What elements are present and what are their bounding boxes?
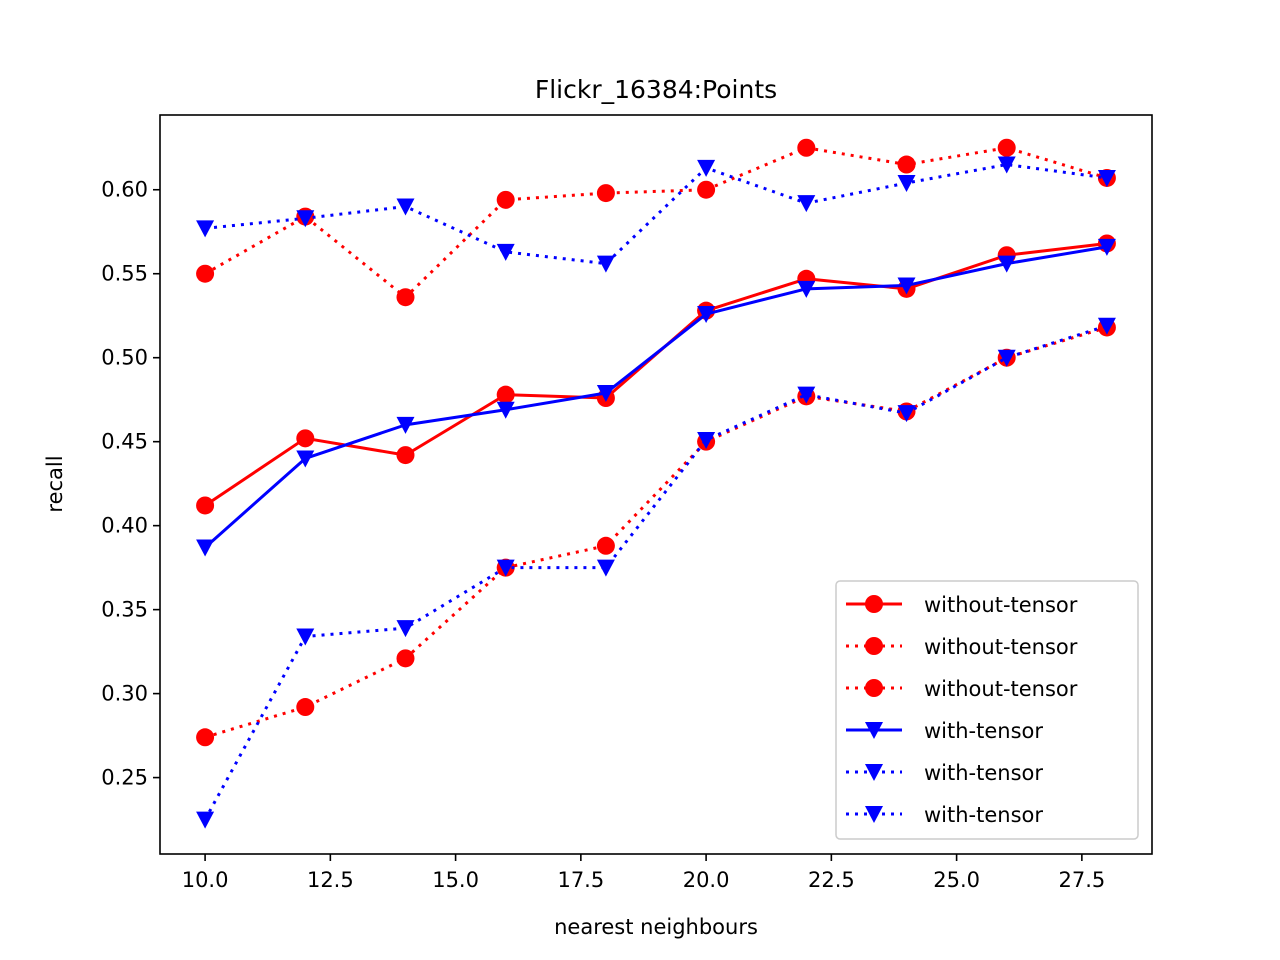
x-axis-label: nearest neighbours bbox=[554, 915, 758, 939]
x-tick-label: 25.0 bbox=[933, 868, 980, 892]
data-point bbox=[697, 180, 716, 199]
legend: without-tensor without-tensor without-tens… bbox=[835, 580, 1139, 840]
plot-area bbox=[196, 138, 1116, 829]
y-tick-label: 0.50 bbox=[101, 346, 148, 370]
data-point bbox=[797, 280, 816, 298]
data-point bbox=[396, 416, 415, 434]
data-point bbox=[296, 429, 315, 448]
series-5-with-tensor bbox=[196, 156, 1116, 273]
data-point bbox=[897, 155, 916, 174]
y-tick-label: 0.55 bbox=[101, 262, 148, 286]
legend-item-2: without-tensor bbox=[846, 635, 1078, 659]
data-point bbox=[1097, 317, 1116, 335]
legend-item-4: with-tensor bbox=[846, 719, 1043, 743]
y-tick-label: 0.60 bbox=[101, 178, 148, 202]
data-point bbox=[196, 220, 215, 238]
data-point bbox=[296, 628, 315, 646]
data-point bbox=[596, 184, 615, 203]
data-point bbox=[496, 190, 515, 209]
legend-marker bbox=[865, 595, 883, 613]
data-point bbox=[897, 405, 916, 423]
data-point bbox=[797, 138, 816, 157]
data-point bbox=[897, 175, 916, 193]
data-point bbox=[997, 255, 1016, 273]
data-point bbox=[196, 496, 215, 515]
data-point bbox=[196, 728, 215, 747]
y-axis-label: recall bbox=[43, 455, 67, 512]
data-point bbox=[1097, 238, 1116, 256]
data-point bbox=[997, 138, 1016, 157]
data-point bbox=[596, 255, 615, 273]
legend-item-1: without-tensor bbox=[846, 593, 1078, 617]
data-point bbox=[897, 277, 916, 295]
legend-marker bbox=[865, 722, 883, 739]
x-tick-label: 15.0 bbox=[432, 868, 479, 892]
data-point bbox=[496, 385, 515, 404]
axis-ticks: 10.0 12.5 15.0 17.5 20.0 22.5 25.0 27.5 0.25 0.30… bbox=[101, 178, 1105, 892]
legend-box bbox=[835, 580, 1139, 840]
x-tick-label: 20.0 bbox=[683, 868, 730, 892]
data-point bbox=[697, 431, 716, 449]
x-tick-label: 10.0 bbox=[182, 868, 229, 892]
series-line bbox=[204, 163, 1108, 266]
legend-marker bbox=[865, 637, 883, 655]
legend-marker bbox=[865, 764, 883, 781]
legend-label: with-tensor bbox=[924, 719, 1043, 743]
x-tick-label: 22.5 bbox=[808, 868, 855, 892]
data-point bbox=[196, 539, 215, 557]
data-point bbox=[1097, 169, 1116, 187]
legend-item-3: without-tensor bbox=[846, 677, 1078, 701]
data-point bbox=[596, 559, 615, 577]
data-point bbox=[396, 198, 415, 216]
legend-label: without-tensor bbox=[924, 593, 1078, 617]
data-point bbox=[596, 384, 615, 402]
data-point bbox=[997, 349, 1016, 367]
chart-title: Flickr_16384:Points bbox=[535, 75, 777, 104]
legend-label: with-tensor bbox=[924, 761, 1043, 785]
series-line bbox=[204, 245, 1108, 549]
legend-label: without-tensor bbox=[924, 677, 1078, 701]
data-point bbox=[396, 288, 415, 307]
legend-marker bbox=[865, 679, 883, 697]
data-point bbox=[496, 401, 515, 419]
data-point bbox=[296, 698, 315, 717]
series-6-with-tensor bbox=[196, 317, 1116, 829]
data-point bbox=[196, 264, 215, 283]
data-point bbox=[396, 620, 415, 638]
legend-label: without-tensor bbox=[924, 635, 1078, 659]
data-point bbox=[797, 386, 816, 404]
data-point bbox=[196, 811, 215, 829]
data-point bbox=[496, 243, 515, 261]
legend-label: with-tensor bbox=[924, 803, 1043, 827]
legend-marker bbox=[865, 806, 883, 823]
y-tick-label: 0.25 bbox=[101, 766, 148, 790]
y-tick-label: 0.40 bbox=[101, 514, 148, 538]
y-tick-label: 0.35 bbox=[101, 598, 148, 622]
data-point bbox=[296, 450, 315, 468]
data-point bbox=[797, 195, 816, 213]
x-tick-label: 17.5 bbox=[557, 868, 604, 892]
x-tick-label: 12.5 bbox=[307, 868, 354, 892]
data-point bbox=[396, 649, 415, 668]
data-point bbox=[396, 446, 415, 465]
axes-frame bbox=[159, 114, 1153, 855]
legend-item-5: with-tensor bbox=[846, 761, 1043, 785]
data-point bbox=[296, 210, 315, 228]
x-tick-label: 27.5 bbox=[1058, 868, 1105, 892]
data-point bbox=[496, 559, 515, 577]
y-tick-label: 0.30 bbox=[101, 682, 148, 706]
data-point bbox=[697, 159, 716, 177]
y-tick-label: 0.45 bbox=[101, 430, 148, 454]
series-line bbox=[204, 326, 1108, 739]
data-point bbox=[697, 306, 716, 324]
data-point bbox=[596, 536, 615, 555]
legend-item-6: with-tensor bbox=[846, 803, 1043, 827]
series-4-with-tensor bbox=[196, 238, 1116, 557]
data-point bbox=[997, 156, 1016, 174]
